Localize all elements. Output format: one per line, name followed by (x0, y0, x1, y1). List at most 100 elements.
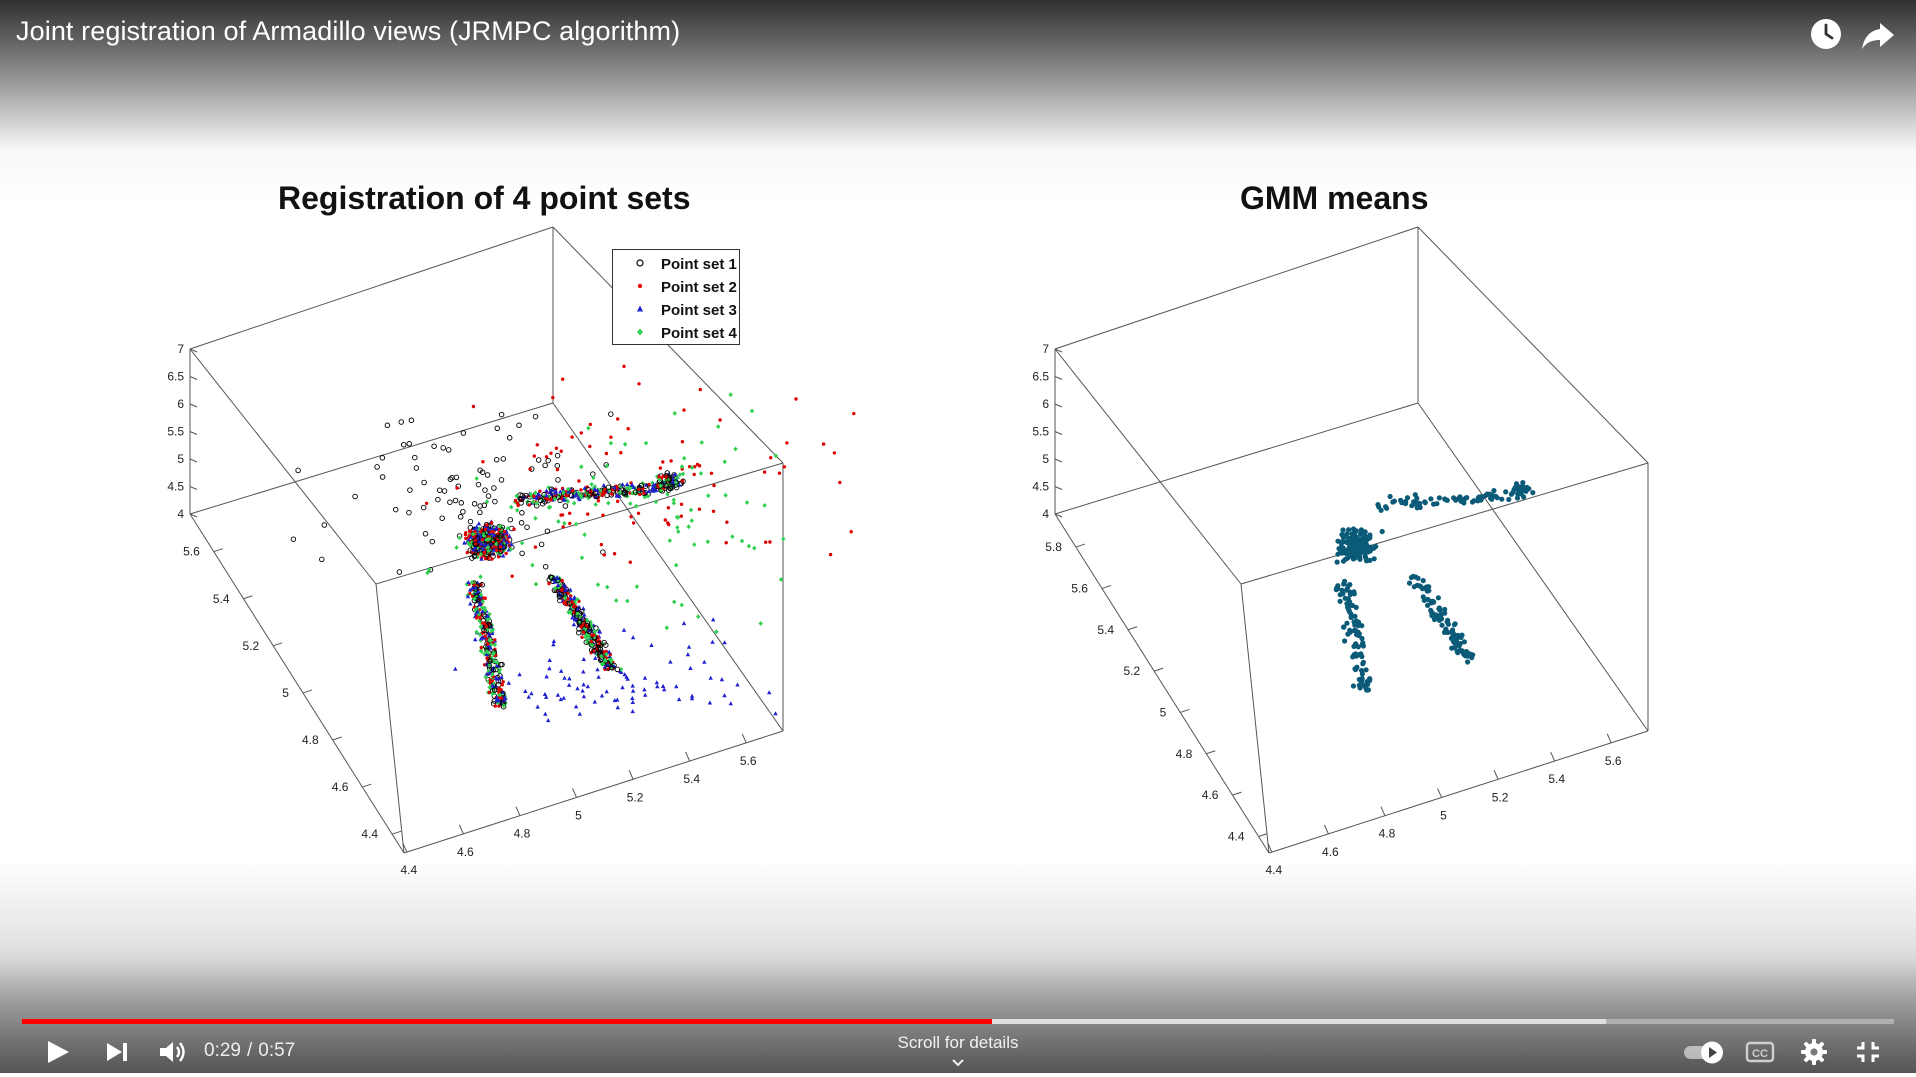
progress-bar[interactable] (22, 1019, 1894, 1024)
captions-button[interactable]: CC (1738, 1032, 1782, 1072)
body-point (484, 645, 490, 650)
gmm-mean-point (1429, 613, 1435, 619)
outlier-point (643, 692, 648, 697)
share-button[interactable] (1858, 14, 1898, 54)
body-point (483, 534, 489, 540)
body-point (577, 497, 582, 502)
body-point (576, 611, 582, 618)
exit-fullscreen-button[interactable] (1846, 1032, 1890, 1072)
body-point (496, 523, 503, 530)
body-point (483, 533, 489, 540)
body-point (561, 496, 566, 501)
watch-later-button[interactable] (1806, 14, 1846, 54)
gmm-mean-point (1359, 676, 1365, 682)
body-point (493, 665, 498, 671)
triangle-marker-icon (637, 305, 643, 312)
body-point (490, 546, 494, 550)
x-tick-label: 4.6 (1322, 845, 1339, 859)
body-point (474, 594, 479, 600)
autoplay-toggle[interactable] (1680, 1032, 1728, 1072)
volume-button[interactable] (150, 1032, 194, 1072)
body-point (494, 537, 501, 544)
body-point (486, 533, 490, 537)
body-point (493, 536, 498, 541)
body-point (492, 542, 497, 547)
body-point (500, 526, 505, 531)
body-point (668, 480, 675, 486)
body-point (621, 492, 626, 498)
chevron-down-icon[interactable] (950, 1056, 966, 1070)
body-point (475, 541, 482, 548)
body-point (498, 550, 502, 554)
outlier-point (722, 459, 727, 465)
body-point (485, 649, 490, 655)
outlier-point (556, 519, 561, 524)
body-point (571, 604, 576, 610)
body-point (474, 602, 480, 608)
gmm-mean-point (1339, 547, 1345, 554)
body-point (558, 593, 564, 598)
body-point (663, 480, 669, 487)
body-point (492, 642, 498, 648)
body-point (481, 536, 486, 541)
body-point (491, 545, 496, 549)
body-point (587, 491, 594, 497)
body-point (480, 595, 485, 600)
outlier-point (762, 470, 767, 474)
body-point (469, 555, 475, 561)
outlier-point (697, 507, 702, 511)
body-point (584, 493, 588, 497)
body-point (501, 543, 508, 549)
body-point (486, 555, 492, 561)
body-point (498, 545, 503, 549)
play-button[interactable] (36, 1032, 80, 1072)
body-point (489, 668, 495, 675)
outlier-point (523, 688, 528, 693)
body-point (497, 670, 502, 675)
gmm-mean-point (1338, 547, 1344, 554)
outlier-point (379, 455, 386, 461)
gmm-mean-point (1435, 595, 1441, 601)
body-point (497, 692, 503, 698)
body-point (490, 682, 497, 688)
body-point (506, 537, 513, 543)
outlier-point (455, 483, 462, 489)
outlier-point (379, 474, 386, 480)
outlier-point (487, 527, 493, 533)
body-point (573, 491, 579, 496)
body-point (640, 480, 645, 486)
body-point (476, 538, 481, 543)
body-point (478, 537, 484, 542)
outlier-point (631, 521, 636, 525)
body-point (609, 665, 615, 671)
video-title[interactable]: Joint registration of Armadillo views (J… (16, 16, 681, 46)
body-point (471, 580, 477, 586)
outlier-point (722, 693, 727, 698)
body-point (503, 539, 507, 543)
body-point (628, 491, 632, 495)
body-point (576, 614, 583, 621)
body-point (490, 679, 494, 683)
outlier-point (561, 695, 566, 700)
gmm-mean-point (1356, 542, 1362, 548)
body-point (492, 536, 498, 541)
body-point (638, 492, 642, 497)
body-point (584, 623, 588, 627)
body-point (486, 536, 492, 542)
next-button[interactable] (96, 1032, 140, 1072)
body-point (603, 649, 609, 655)
gmm-mean-point (1484, 492, 1490, 498)
body-point (596, 636, 600, 640)
settings-button[interactable] (1792, 1032, 1836, 1072)
scroll-for-details[interactable]: Scroll for details (897, 1033, 1019, 1052)
body-point (545, 490, 549, 494)
gmm-mean-point (1424, 588, 1430, 594)
gmm-mean-point (1342, 595, 1348, 601)
outlier-point (481, 460, 485, 464)
body-point (472, 586, 479, 592)
body-point (473, 527, 478, 532)
gmm-mean-point (1341, 624, 1347, 630)
gmm-mean-point (1356, 631, 1362, 637)
body-point (560, 586, 567, 592)
